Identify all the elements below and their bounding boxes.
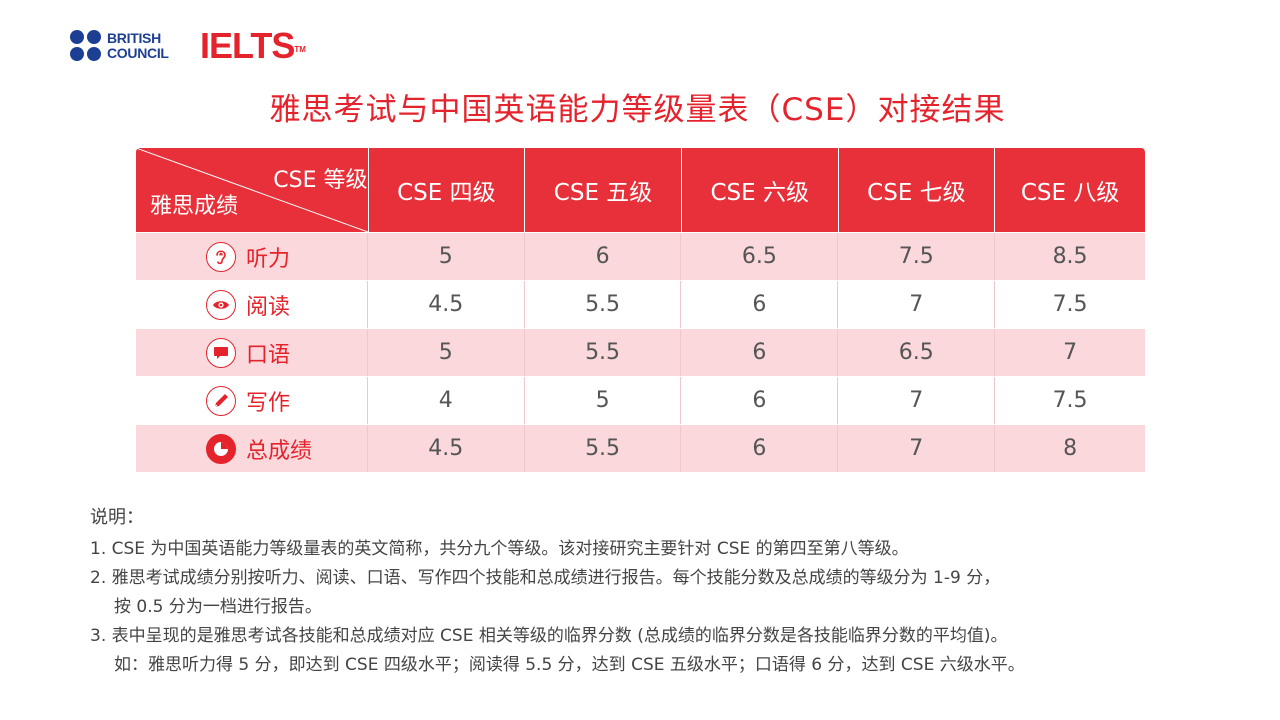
ielts-logo-text: IELTS — [200, 25, 295, 66]
table-cell: 6 — [681, 281, 839, 328]
eye-icon — [206, 289, 236, 320]
table-cell: 5 — [368, 329, 525, 376]
table-cell: 7 — [838, 377, 996, 424]
row-label: 听力 — [246, 246, 291, 272]
speech-bubble-icon — [206, 337, 236, 368]
table-cell: 5.5 — [525, 425, 682, 472]
ear-icon — [206, 241, 236, 272]
table-cell: 5.5 — [525, 281, 682, 328]
table-cell: 6 — [681, 377, 839, 424]
table-cell: 8.5 — [1052, 244, 1088, 269]
note-item-1: 1. CSE 为中国英语能力等级量表的英文简称，共分九个等级。该对接研究主要针对… — [90, 539, 909, 559]
note-item-3: 3. 表中呈现的是雅思考试各技能和总成绩对应 CSE 相关等级的临界分数 (总成… — [90, 626, 1008, 646]
table-row: 阅读 4.5 5.5 6 7 7.5 — [136, 280, 1145, 328]
british-council-dots-icon — [70, 30, 101, 61]
table-row: 总成绩 4.5 5.5 6 7 8 — [136, 424, 1145, 472]
british-council-line2: COUNCIL — [107, 44, 169, 61]
pen-icon — [206, 385, 236, 416]
table-cell: 6.5 — [681, 233, 839, 280]
table-cell: 8 — [1063, 436, 1078, 461]
table-cell: 6.5 — [838, 329, 996, 376]
row-header-reading: 阅读 — [136, 281, 368, 328]
row-header-speaking: 口语 — [136, 329, 368, 376]
table-header: CSE 等级 雅思成绩 CSE 四级 CSE 五级 CSE 六级 CSE 七级 … — [136, 148, 1145, 232]
corner-diagonal-line — [136, 148, 368, 232]
table-cell: 7.5 — [838, 233, 996, 280]
ielts-trademark: TM — [294, 45, 306, 54]
row-label: 阅读 — [246, 294, 291, 320]
row-label: 总成绩 — [246, 438, 313, 464]
table-row: 写作 4 5 6 7 7.5 — [136, 376, 1145, 424]
note-item-2: 2. 雅思考试成绩分别按听力、阅读、口语、写作四个技能和总成绩进行报告。每个技能… — [90, 568, 1001, 588]
table-row: 口语 5 5.5 6 6.5 7 — [136, 328, 1145, 376]
table-cell: 4.5 — [368, 425, 525, 472]
column-header: CSE 六级 — [682, 148, 839, 232]
table-cell: 7.5 — [1052, 388, 1088, 413]
column-header: CSE 七级 — [839, 148, 996, 232]
table-cell: 5 — [368, 233, 525, 280]
british-council-logo: BRITISH COUNCIL — [70, 30, 169, 61]
table-row: 听力 5 6 6.5 7.5 8.5 — [136, 232, 1145, 280]
column-header: CSE 五级 — [525, 148, 682, 232]
pie-chart-icon — [206, 433, 236, 464]
table-cell: 5.5 — [525, 329, 682, 376]
score-comparison-table: CSE 等级 雅思成绩 CSE 四级 CSE 五级 CSE 六级 CSE 七级 … — [136, 148, 1145, 472]
table-cell: 7 — [1063, 340, 1078, 365]
page-title: 雅思考试与中国英语能力等级量表（CSE）对接结果 — [269, 92, 1006, 128]
table-cell: 7 — [838, 425, 996, 472]
british-council-line1: BRITISH — [107, 29, 161, 46]
column-header: CSE 四级 — [369, 148, 526, 232]
ielts-logo: IELTSTM — [200, 26, 306, 66]
corner-label-cse: CSE 等级 — [273, 168, 368, 193]
corner-label-ielts: 雅思成绩 — [150, 194, 239, 219]
table-cell: 6 — [681, 425, 839, 472]
note-item-3-continued: 如：雅思听力得 5 分，即达到 CSE 四级水平；阅读得 5.5 分，达到 CS… — [114, 655, 1025, 675]
table-cell: 6 — [681, 329, 839, 376]
row-label: 口语 — [246, 342, 291, 368]
row-header-writing: 写作 — [136, 377, 368, 424]
row-label: 写作 — [246, 390, 291, 416]
column-header: CSE 八级 — [1020, 180, 1120, 206]
table-cell: 7 — [838, 281, 996, 328]
table-corner-cell: CSE 等级 雅思成绩 — [136, 148, 369, 232]
note-item-2-continued: 按 0.5 分为一档进行报告。 — [114, 597, 322, 617]
notes-heading: 说明： — [90, 507, 144, 528]
table-cell: 4.5 — [368, 281, 525, 328]
table-cell: 6 — [525, 233, 682, 280]
row-header-overall: 总成绩 — [136, 425, 368, 472]
table-cell: 7.5 — [1052, 292, 1088, 317]
notes-section: 说明： 1. CSE 为中国英语能力等级量表的英文简称，共分九个等级。该对接研究… — [90, 503, 1025, 680]
table-cell: 5 — [525, 377, 682, 424]
row-header-listening: 听力 — [136, 233, 368, 280]
table-cell: 4 — [368, 377, 525, 424]
